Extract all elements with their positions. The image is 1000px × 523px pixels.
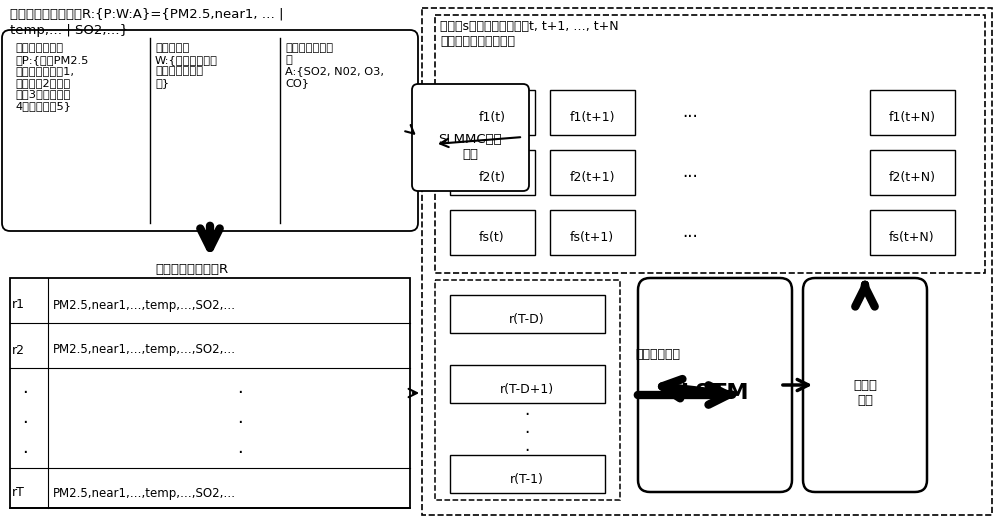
Bar (550, 90, 635, 135)
Text: PM2.5,near1,…,temp,…,SO2,…: PM2.5,near1,…,temp,…,SO2,… (53, 486, 236, 499)
Text: r(T-D): r(T-D) (509, 313, 545, 325)
FancyBboxPatch shape (2, 30, 418, 231)
Text: ···: ··· (682, 108, 698, 126)
Text: PM2.5,near1,…,temp,…,SO2,…: PM2.5,near1,…,temp,…,SO2,… (53, 299, 236, 312)
Text: fs(t+1): fs(t+1) (570, 231, 614, 244)
Bar (870, 150, 955, 195)
Bar (422, 8, 992, 515)
Text: f2(t): f2(t) (479, 170, 506, 184)
Text: f2(t+1): f2(t+1) (569, 170, 615, 184)
Text: r1: r1 (12, 299, 25, 312)
Bar (450, 455, 605, 493)
Text: fs(t+N): fs(t+N) (889, 231, 935, 244)
Text: SLMMC预测
模型: SLMMC预测 模型 (438, 133, 502, 161)
Text: 转换数据格式: 转换数据格式 (635, 348, 680, 361)
Bar (870, 90, 955, 135)
FancyBboxPatch shape (412, 84, 529, 191)
Text: f1(t+N): f1(t+N) (889, 110, 936, 123)
Text: .: . (524, 419, 530, 437)
Text: PM2.5,near1,…,temp,…,SO2,…: PM2.5,near1,…,temp,…,SO2,… (53, 344, 236, 357)
Text: 颗粒污染物浓度
集P:{自身PM2.5
浓度，临近站点1,
临近站点2，临近
站点3，临近站点
4，临近站点5}: 颗粒污染物浓度 集P:{自身PM2.5 浓度，临近站点1, 临近站点2，临近 站… (15, 43, 88, 111)
Text: .: . (22, 439, 28, 457)
Text: ···: ··· (682, 228, 698, 246)
Bar (870, 210, 955, 255)
Text: ···: ··· (682, 168, 698, 186)
Text: r(T-D+1): r(T-D+1) (500, 382, 554, 395)
Bar (550, 210, 635, 255)
Text: 给定时间序列数据集R:{P:W:A}={PM2.5,near1, … |: 给定时间序列数据集R:{P:W:A}={PM2.5,near1, … | (10, 8, 284, 21)
Bar (10, 278, 410, 508)
Bar (450, 90, 535, 135)
Text: .: . (237, 409, 243, 427)
Bar (435, 280, 620, 500)
Text: 气态污染物浓度
集
A:{SO2, N02, O3,
CO}: 气态污染物浓度 集 A:{SO2, N02, O3, CO} (285, 43, 384, 88)
Bar (450, 365, 605, 403)
Text: .: . (22, 409, 28, 427)
Bar (450, 295, 605, 333)
Text: f1(t): f1(t) (479, 110, 506, 123)
Bar (450, 150, 535, 195)
Bar (450, 210, 535, 255)
Text: 完全连
接层: 完全连 接层 (853, 379, 877, 407)
Text: f1(t+1): f1(t+1) (569, 110, 615, 123)
Bar (435, 15, 985, 273)
Text: .: . (237, 439, 243, 457)
Text: f2(t+N): f2(t+N) (889, 170, 936, 184)
Text: temp,… | SO2,…}: temp,… | SO2,…} (10, 24, 128, 37)
Text: .: . (524, 401, 530, 419)
Text: r2: r2 (12, 344, 25, 357)
Bar (550, 150, 635, 195)
Text: rT: rT (12, 486, 25, 499)
Text: 气象因素集
W:{温度、露点、
压强、风向、风
速}: 气象因素集 W:{温度、露点、 压强、风向、风 速} (155, 43, 218, 88)
FancyBboxPatch shape (803, 278, 927, 492)
Text: fs(t): fs(t) (479, 231, 505, 244)
Text: 给定时间序列集合R: 给定时间序列集合R (155, 263, 228, 276)
Text: r(T-1): r(T-1) (510, 472, 544, 485)
FancyBboxPatch shape (638, 278, 792, 492)
Text: ...: ... (202, 224, 219, 242)
Text: .: . (22, 379, 28, 397)
Text: .: . (524, 437, 530, 455)
Text: .: . (237, 379, 243, 397)
Text: LSTM: LSTM (681, 383, 749, 403)
Text: 空气中s个污染指标分别在t, t+1, …, t+N
时刻的多输出浓度预测: 空气中s个污染指标分别在t, t+1, …, t+N 时刻的多输出浓度预测 (440, 20, 619, 48)
